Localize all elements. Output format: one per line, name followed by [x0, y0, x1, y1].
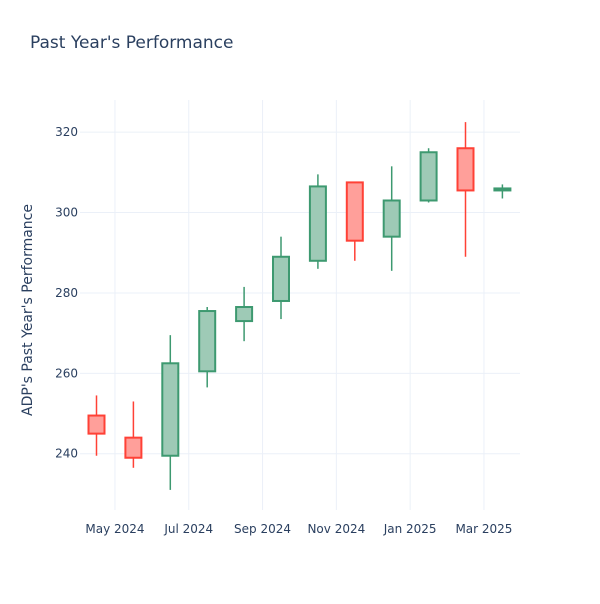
candle-body [124, 436, 143, 459]
candles [87, 122, 512, 490]
candle-body [345, 181, 364, 242]
x-tick-label: May 2024 [85, 522, 144, 536]
axes: 240 260 280 300 320 May 2024 Jul 2024 Sep 2024 N… [20, 125, 512, 536]
chart-title: Past Year's Performance [30, 33, 234, 53]
y-tick-label: 240 [55, 447, 78, 461]
y-axis-title: ADP's Past Year's Performance [20, 204, 36, 416]
candle [235, 286, 254, 342]
x-tick-label: Mar 2025 [455, 522, 512, 536]
x-tick-label: Jan 2025 [383, 522, 437, 536]
candle-body [493, 187, 512, 192]
candle-body [308, 185, 327, 262]
candle-body [272, 255, 290, 302]
candle-body [419, 151, 438, 202]
grid [80, 100, 520, 510]
candle [272, 236, 290, 320]
candle-body [456, 147, 475, 192]
candle [87, 395, 106, 456]
x-tick-label: Jul 2024 [163, 522, 213, 536]
candle [124, 401, 143, 468]
y-tick-label: 260 [55, 366, 78, 380]
candle [493, 184, 512, 199]
x-tick-label: Nov 2024 [307, 522, 365, 536]
candle [161, 335, 180, 490]
y-tick-label: 320 [55, 125, 78, 139]
candle [308, 174, 327, 269]
candle-body [198, 310, 217, 373]
y-tick-label: 300 [55, 206, 78, 220]
candle [382, 166, 401, 271]
candle-body [382, 199, 401, 238]
candle-body [235, 306, 254, 323]
candle [456, 122, 475, 257]
candle [198, 307, 217, 388]
candle [419, 148, 438, 203]
x-tick-label: Sep 2024 [234, 522, 291, 536]
y-tick-label: 280 [55, 286, 78, 300]
candle [345, 181, 364, 261]
candle-body [87, 414, 106, 435]
candle-body [161, 362, 180, 457]
